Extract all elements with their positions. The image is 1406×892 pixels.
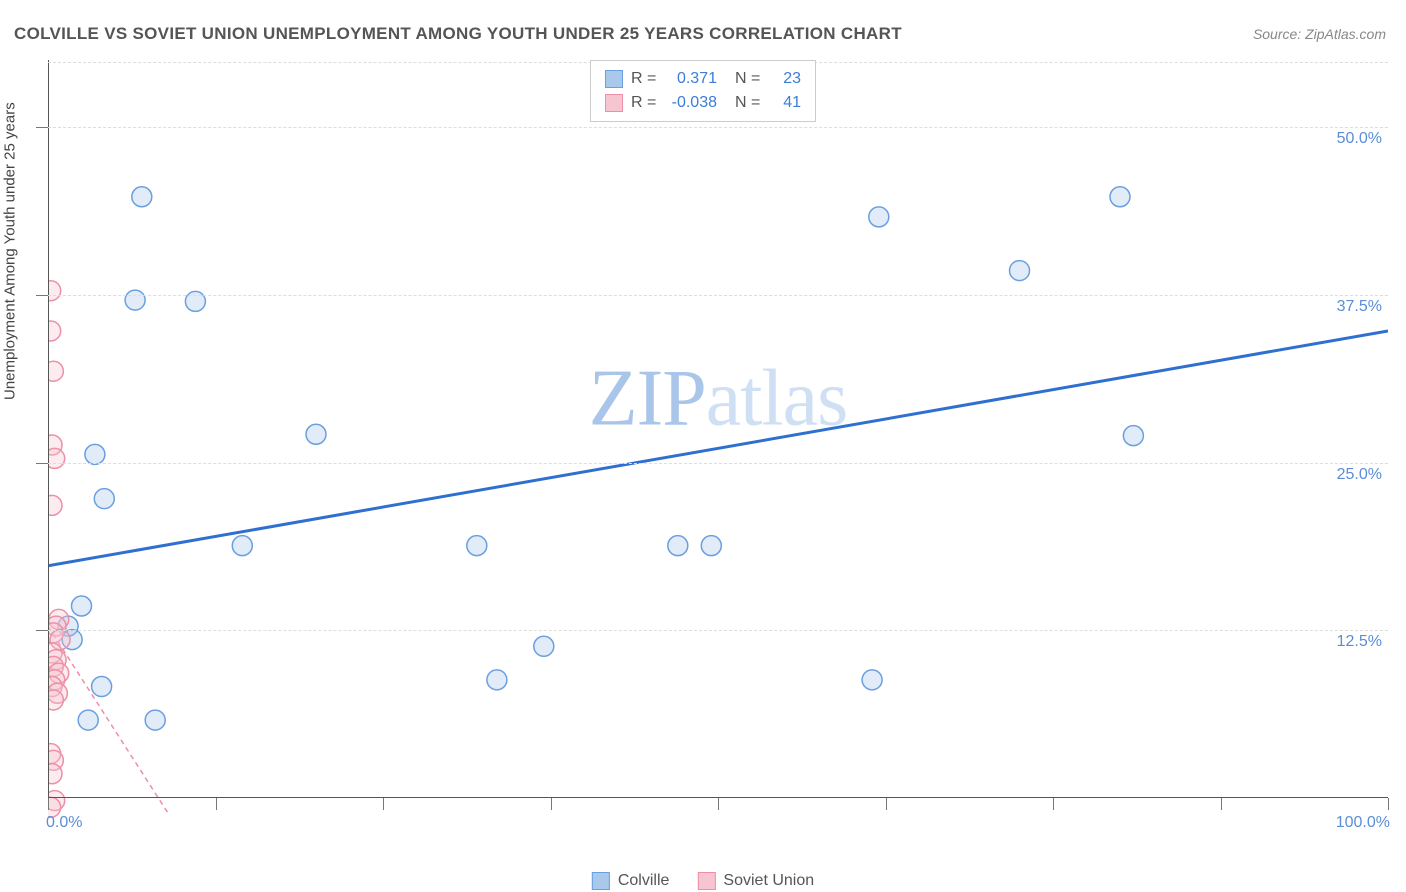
y-tick-mark xyxy=(36,127,48,128)
legend-item: Soviet Union xyxy=(697,872,814,890)
x-tick-mark xyxy=(216,798,217,810)
x-tick-label-min: 0.0% xyxy=(46,814,82,832)
stat-n-value: 23 xyxy=(771,67,801,91)
x-tick-mark xyxy=(383,798,384,810)
x-tick-mark xyxy=(718,798,719,810)
x-tick-mark xyxy=(886,798,887,810)
source-attribution: Source: ZipAtlas.com xyxy=(1253,26,1386,42)
data-point xyxy=(132,187,152,207)
x-tick-label-max: 100.0% xyxy=(1336,814,1390,832)
y-axis-line xyxy=(48,60,49,798)
data-point xyxy=(94,489,114,509)
y-tick-label: 25.0% xyxy=(1337,466,1382,484)
y-tick-label: 50.0% xyxy=(1337,130,1382,148)
data-point xyxy=(48,361,63,381)
legend-swatch xyxy=(697,872,715,890)
gridline-h xyxy=(48,295,1388,296)
y-tick-mark xyxy=(36,463,48,464)
chart-area: ZIPatlas 12.5%25.0%37.5%50.0% 0.0% 100.0… xyxy=(48,60,1388,830)
stats-legend-row: R = -0.038 N = 41 xyxy=(605,91,801,115)
data-point xyxy=(487,670,507,690)
legend-item: Colville xyxy=(592,872,670,890)
data-point xyxy=(668,536,688,556)
x-tick-mark xyxy=(551,798,552,810)
y-tick-label: 12.5% xyxy=(1337,633,1382,651)
series-legend: Colville Soviet Union xyxy=(592,872,814,890)
stat-n-value: 41 xyxy=(771,91,801,115)
data-point xyxy=(869,207,889,227)
chart-title: COLVILLE VS SOVIET UNION UNEMPLOYMENT AM… xyxy=(14,24,902,44)
data-point xyxy=(48,448,65,468)
gridline-h xyxy=(48,463,1388,464)
y-tick-label: 37.5% xyxy=(1337,298,1382,316)
data-point xyxy=(534,636,554,656)
data-point xyxy=(48,495,62,515)
y-axis-label: Unemployment Among Youth under 25 years xyxy=(2,102,19,400)
data-point xyxy=(145,710,165,730)
trend-line xyxy=(48,331,1388,566)
legend-label: Colville xyxy=(618,872,670,890)
stat-r-label: R = xyxy=(631,67,659,91)
data-point xyxy=(72,596,92,616)
data-point xyxy=(85,444,105,464)
stats-legend-row: R = 0.371 N = 23 xyxy=(605,67,801,91)
gridline-h xyxy=(48,127,1388,128)
data-point xyxy=(1123,426,1143,446)
data-point xyxy=(306,424,326,444)
data-point xyxy=(48,321,61,341)
stat-r-value: 0.371 xyxy=(667,67,717,91)
stat-n-label: N = xyxy=(735,91,763,115)
legend-label: Soviet Union xyxy=(723,872,814,890)
data-point xyxy=(701,536,721,556)
stat-n-label: N = xyxy=(735,67,763,91)
x-tick-mark xyxy=(1053,798,1054,810)
data-point xyxy=(1010,261,1030,281)
data-point xyxy=(467,536,487,556)
data-point xyxy=(862,670,882,690)
legend-swatch xyxy=(605,94,623,112)
stats-legend: R = 0.371 N = 23 R = -0.038 N = 41 xyxy=(590,60,816,122)
data-point xyxy=(92,677,112,697)
legend-swatch xyxy=(592,872,610,890)
y-tick-mark xyxy=(36,630,48,631)
x-tick-mark xyxy=(1388,798,1389,810)
scatter-plot-svg xyxy=(48,60,1388,830)
data-point xyxy=(125,290,145,310)
data-point xyxy=(48,764,62,784)
data-point xyxy=(232,536,252,556)
data-point xyxy=(48,281,61,301)
x-tick-mark xyxy=(48,798,49,810)
legend-swatch xyxy=(605,70,623,88)
gridline-h xyxy=(48,630,1388,631)
data-point xyxy=(78,710,98,730)
x-tick-mark xyxy=(1221,798,1222,810)
data-point xyxy=(48,690,63,710)
y-tick-mark xyxy=(36,295,48,296)
stat-r-label: R = xyxy=(631,91,659,115)
data-point xyxy=(1110,187,1130,207)
stat-r-value: -0.038 xyxy=(667,91,717,115)
